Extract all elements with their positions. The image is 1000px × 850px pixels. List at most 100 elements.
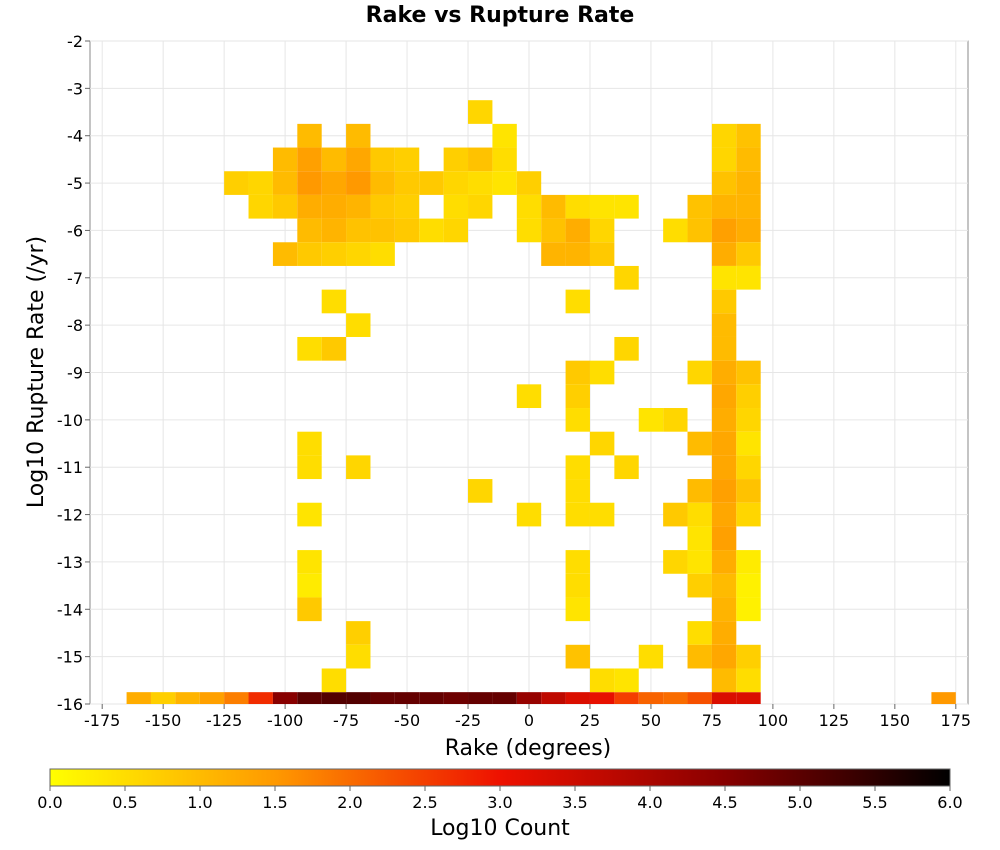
- heatmap-cell: [614, 336, 639, 361]
- x-tick-label: 100: [758, 711, 789, 730]
- y-tick-label: -4: [67, 127, 83, 146]
- heatmap-cell: [687, 692, 712, 704]
- heatmap-cell: [711, 408, 737, 432]
- heatmap-cell: [516, 502, 542, 527]
- heatmap-cell: [711, 147, 737, 172]
- heatmap-cell: [687, 360, 712, 385]
- heatmap-cell: [370, 692, 395, 704]
- heatmap-cell: [492, 123, 517, 148]
- heatmap-cell: [297, 597, 322, 622]
- heatmap-cell: [711, 218, 737, 243]
- heatmap-cell: [638, 692, 664, 704]
- heatmap-cell: [736, 194, 761, 219]
- y-axis-label: Log10 Rupture Rate (/yr): [24, 236, 49, 508]
- y-tick-label: -16: [57, 695, 83, 714]
- heatmap-cell: [565, 194, 590, 219]
- heatmap-cell: [175, 692, 200, 704]
- heatmap-cell: [565, 573, 590, 598]
- heatmap-cell: [516, 384, 542, 409]
- heatmap-cell: [346, 171, 371, 195]
- heatmap-cell: [638, 408, 664, 432]
- heatmap-cell: [468, 171, 493, 195]
- heatmap-cell: [711, 313, 737, 337]
- heatmap-cell: [565, 455, 590, 480]
- colorbar: [49, 768, 951, 787]
- heatmap-cell: [443, 692, 469, 704]
- heatmap-cell: [736, 550, 761, 574]
- heatmap-cell: [736, 431, 761, 456]
- x-tick-label: -25: [455, 711, 481, 730]
- heatmap-cell: [468, 479, 493, 503]
- heatmap-cell: [711, 194, 737, 219]
- heatmap-cell: [297, 123, 322, 148]
- heatmap-cell: [321, 194, 347, 219]
- heatmap-cell: [711, 644, 737, 669]
- heatmap-cell: [687, 479, 712, 503]
- heatmap-cell: [711, 502, 737, 527]
- heatmap-cell: [321, 692, 347, 704]
- heatmap-cell: [687, 644, 712, 669]
- heatmap-cell: [736, 668, 761, 693]
- heatmap-cell: [736, 692, 761, 704]
- heatmap-cell: [492, 147, 517, 172]
- heatmap-cell: [346, 123, 371, 148]
- heatmap-cell: [736, 360, 761, 385]
- heatmap-cell: [248, 692, 273, 704]
- heatmap-cell: [687, 621, 712, 645]
- y-tick-label: -9: [67, 364, 83, 383]
- heatmap-cell: [346, 218, 371, 243]
- heatmap-cell: [297, 171, 322, 195]
- heatmap-cell: [370, 194, 395, 219]
- heatmap-cell: [272, 171, 298, 195]
- heatmap-cell: [248, 194, 273, 219]
- heatmap-cell: [736, 147, 761, 172]
- colorbar-tick-label: 2.0: [337, 793, 362, 812]
- heatmap-cell: [663, 408, 688, 432]
- colorbar-tick-label: 4.5: [712, 793, 737, 812]
- heatmap-cell: [297, 336, 322, 361]
- y-tick-label: -14: [57, 600, 83, 619]
- heatmap-cell: [541, 692, 566, 704]
- heatmap-cell: [272, 692, 298, 704]
- colorbar-tick-label: 3.0: [487, 793, 512, 812]
- colorbar-tick-label: 0.0: [37, 793, 62, 812]
- heatmap-cell: [736, 573, 761, 598]
- heatmap-cell: [443, 218, 469, 243]
- x-tick-label: 175: [941, 711, 972, 730]
- heatmap-cell: [589, 431, 615, 456]
- heatmap-cell: [711, 123, 737, 148]
- x-tick-label: -125: [206, 711, 242, 730]
- heatmap-cell: [516, 171, 542, 195]
- heatmap-cell: [565, 502, 590, 527]
- y-tick-label: -6: [67, 221, 83, 240]
- heatmap-cell: [419, 218, 444, 243]
- x-tick-label: 0: [524, 711, 534, 730]
- heatmap-cell: [248, 171, 273, 195]
- x-tick-label: -175: [84, 711, 120, 730]
- heatmap-cell: [321, 242, 347, 266]
- heatmap-cell: [711, 360, 737, 385]
- heatmap-cell: [297, 692, 322, 704]
- heatmap-cell: [736, 265, 761, 290]
- heatmap-cell: [370, 218, 395, 243]
- heatmap-cell: [687, 502, 712, 527]
- heatmap-cell: [565, 692, 590, 704]
- heatmap-cell: [297, 242, 322, 266]
- y-tick-label: -7: [67, 269, 83, 288]
- heatmap-cell: [297, 218, 322, 243]
- y-axis-ticks: -2 -3 -4 -5 -6 -7 -8 -9 -10 -11 -12 -13 -14 -15 -16: [57, 32, 90, 714]
- x-tick-label: -150: [145, 711, 181, 730]
- heatmap-cell: [394, 171, 420, 195]
- heatmap-cell: [711, 550, 737, 574]
- heatmap-cell: [711, 242, 737, 266]
- heatmap-cell: [565, 242, 590, 266]
- heatmap-cell: [736, 123, 761, 148]
- x-tick-label: -50: [394, 711, 420, 730]
- y-tick-label: -2: [67, 32, 83, 51]
- heatmap-cell: [492, 692, 517, 704]
- heatmap-cell: [126, 692, 151, 704]
- heatmap-cell: [394, 147, 420, 172]
- heatmap-cell: [565, 218, 590, 243]
- heatmap-cell: [663, 218, 688, 243]
